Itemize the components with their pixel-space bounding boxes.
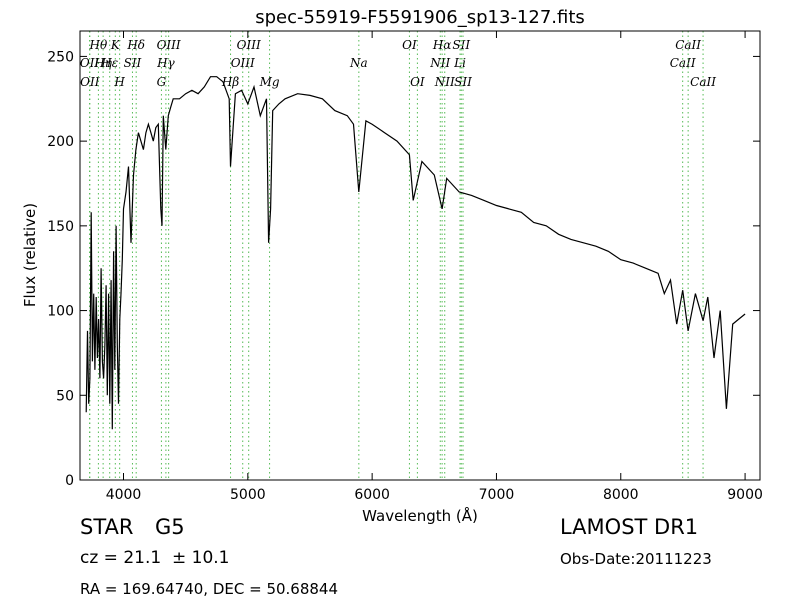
spectral-marker-label: NII: [434, 75, 455, 89]
object-class: STAR: [80, 515, 134, 539]
spectral-marker-label: H: [113, 75, 125, 89]
y-tick-label: 150: [47, 219, 74, 235]
x-tick-label: 9000: [727, 487, 763, 503]
spectral-marker-label: OI: [410, 75, 425, 89]
spectral-marker-label: Hα: [432, 38, 452, 52]
spectral-marker-label: Li: [453, 56, 466, 70]
spectral-marker-label: CaII: [690, 75, 716, 89]
spectral-marker-label: OIII: [231, 56, 255, 70]
spectral-marker-label: SII: [452, 38, 470, 52]
spectral-marker-label: Hγ: [156, 56, 175, 70]
spectral-marker-label: CaII: [670, 56, 696, 70]
subclass: G5: [155, 515, 185, 539]
x-tick-label: 4000: [106, 487, 142, 503]
x-tick-label: 7000: [479, 487, 515, 503]
y-tick-label: 50: [56, 388, 74, 404]
redshift: cz = 21.1 ± 10.1: [80, 548, 230, 568]
spectral-marker-label: Hθ: [89, 38, 108, 52]
spectral-line-markers: OIIOIIHθHηHεKHSIIHδGHγOIIIHβOIIIOIIIMgNa…: [80, 31, 716, 480]
survey-name: LAMOST DR1: [560, 515, 699, 539]
spectral-marker-label: Hδ: [126, 38, 145, 52]
y-axis-label: Flux (relative): [21, 203, 39, 307]
spectral-marker-label: K: [110, 38, 121, 52]
spectral-marker-label: Hη: [93, 56, 112, 70]
spectral-marker-label: Mg: [259, 75, 280, 89]
coordinates: RA = 169.64740, DEC = 50.68844: [80, 580, 339, 598]
spectral-marker-label: Hβ: [221, 75, 239, 89]
spectral-marker-label: G: [157, 75, 167, 89]
spectral-marker-label: OII: [80, 75, 100, 89]
y-tick-label: 0: [65, 473, 74, 489]
spectral-marker-label: Hε: [100, 56, 118, 70]
axis-ticks: 4000 5000 6000 7000 8000 9000 0 50 100 150 200 250: [47, 31, 763, 503]
spectral-marker-label: OIII: [157, 38, 181, 52]
x-axis-label: Wavelength (Å): [362, 506, 478, 525]
spectrum-line: [85, 76, 746, 430]
y-tick-label: 100: [47, 304, 74, 320]
spectral-marker-label: CaII: [675, 38, 701, 52]
spectral-marker-label: SII: [454, 75, 472, 89]
spectral-marker-label: NII: [429, 56, 450, 70]
spectral-marker-label: SII: [124, 56, 142, 70]
obs-date: Obs-Date:20111223: [560, 550, 712, 568]
y-tick-label: 250: [47, 49, 74, 65]
chart-title: spec-55919-F5591906_sp13-127.fits: [255, 7, 585, 28]
spectral-marker-label: OI: [402, 38, 417, 52]
x-tick-label: 8000: [603, 487, 639, 503]
x-tick-label: 6000: [354, 487, 390, 503]
x-tick-label: 5000: [230, 487, 266, 503]
spectral-marker-label: Na: [349, 56, 368, 70]
plot-frame: [79, 30, 761, 481]
spectral-marker-label: OIII: [237, 38, 261, 52]
y-tick-label: 200: [47, 134, 74, 150]
